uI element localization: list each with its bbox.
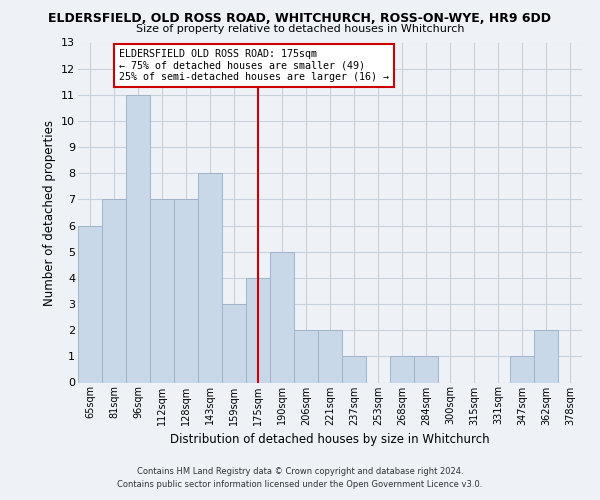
X-axis label: Distribution of detached houses by size in Whitchurch: Distribution of detached houses by size … bbox=[170, 433, 490, 446]
Text: ELDERSFIELD OLD ROSS ROAD: 175sqm
← 75% of detached houses are smaller (49)
25% : ELDERSFIELD OLD ROSS ROAD: 175sqm ← 75% … bbox=[119, 49, 389, 82]
Bar bbox=[198, 174, 222, 382]
Bar bbox=[78, 226, 102, 382]
Bar bbox=[150, 200, 174, 382]
Text: Contains HM Land Registry data © Crown copyright and database right 2024.
Contai: Contains HM Land Registry data © Crown c… bbox=[118, 467, 482, 489]
Bar bbox=[246, 278, 270, 382]
Text: Size of property relative to detached houses in Whitchurch: Size of property relative to detached ho… bbox=[136, 24, 464, 34]
Bar bbox=[222, 304, 246, 382]
Bar bbox=[510, 356, 534, 382]
Bar bbox=[294, 330, 318, 382]
Bar bbox=[126, 95, 150, 382]
Bar bbox=[342, 356, 366, 382]
Text: ELDERSFIELD, OLD ROSS ROAD, WHITCHURCH, ROSS-ON-WYE, HR9 6DD: ELDERSFIELD, OLD ROSS ROAD, WHITCHURCH, … bbox=[49, 12, 551, 24]
Bar bbox=[102, 200, 126, 382]
Bar bbox=[174, 200, 198, 382]
Bar bbox=[318, 330, 342, 382]
Bar bbox=[414, 356, 438, 382]
Y-axis label: Number of detached properties: Number of detached properties bbox=[43, 120, 56, 306]
Bar bbox=[270, 252, 294, 382]
Bar bbox=[390, 356, 414, 382]
Bar bbox=[534, 330, 558, 382]
